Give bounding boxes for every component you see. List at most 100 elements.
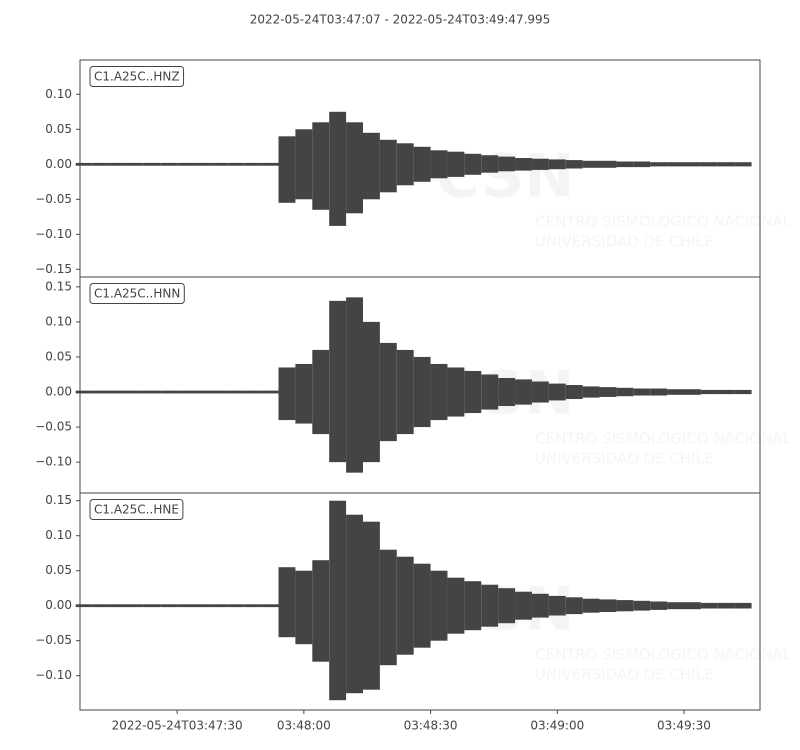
waveform-envelope <box>447 367 465 417</box>
waveform-envelope <box>565 385 583 400</box>
waveform-envelope <box>278 136 296 203</box>
waveform-envelope <box>498 588 516 624</box>
waveform-envelope <box>413 146 431 182</box>
waveform-envelope <box>515 591 532 620</box>
waveform-envelope <box>548 383 566 401</box>
waveform-envelope <box>227 390 245 394</box>
waveform-envelope <box>329 500 347 701</box>
waveform-envelope <box>548 595 566 616</box>
waveform-envelope <box>346 122 363 214</box>
waveform-envelope <box>109 162 127 166</box>
waveform-envelope <box>210 162 228 166</box>
waveform-envelope <box>346 514 363 694</box>
waveform-envelope <box>227 604 245 608</box>
waveform-envelope <box>126 604 144 608</box>
x-tick-label: 03:48:30 <box>404 719 458 733</box>
waveform-envelope <box>582 386 600 398</box>
waveform-envelope <box>531 158 549 170</box>
waveform-envelope <box>413 563 431 648</box>
waveform-envelope <box>667 162 684 167</box>
trace-label: C1.A25C..HNE <box>94 503 179 517</box>
trace-label-box <box>89 499 184 520</box>
trace-label: C1.A25C..HNZ <box>94 70 180 84</box>
waveform-envelope <box>312 122 330 210</box>
waveform-envelope <box>109 604 127 608</box>
waveform-envelope <box>582 598 600 613</box>
y-tick-label: 0.05 <box>45 349 72 363</box>
waveform-envelope <box>75 390 93 394</box>
waveform-envelope <box>464 581 482 631</box>
waveform-envelope <box>177 162 195 166</box>
waveform-envelope <box>633 600 651 611</box>
waveform-envelope <box>126 390 144 394</box>
waveform-envelope <box>194 390 211 394</box>
watermark-line: CENTRO SISMOLOGICO NACIONAL <box>535 213 792 231</box>
waveform-envelope <box>92 162 110 166</box>
waveform-envelope <box>194 162 211 166</box>
waveform-envelope <box>312 349 330 435</box>
waveform-envelope <box>683 162 701 167</box>
panel-frame <box>79 492 761 711</box>
waveform-envelope <box>109 390 127 394</box>
x-tick-label: 03:49:00 <box>530 719 584 733</box>
waveform-envelope <box>379 139 397 193</box>
waveform-envelope <box>700 389 718 395</box>
waveform-envelope <box>633 388 651 396</box>
waveform-envelope <box>717 162 735 167</box>
y-tick-label: 0.05 <box>45 563 72 577</box>
waveform-envelope <box>244 390 262 394</box>
y-tick-label: 0.05 <box>45 122 72 136</box>
waveform-envelope <box>430 570 448 641</box>
waveform-envelope <box>734 162 752 167</box>
waveform-envelope <box>515 379 532 405</box>
waveform-envelope <box>261 390 279 394</box>
waveform-envelope <box>210 604 228 608</box>
x-tick-label: 03:49:30 <box>657 719 711 733</box>
chart-title: 2022-05-24T03:47:07 - 2022-05-24T03:49:4… <box>250 13 551 27</box>
waveform-envelope <box>633 161 651 168</box>
y-tick-label: −0.10 <box>35 227 72 241</box>
waveform-envelope <box>312 560 330 662</box>
waveform-envelope <box>650 162 668 167</box>
waveform-envelope <box>261 604 279 608</box>
waveform-envelope <box>396 349 414 435</box>
waveform-envelope <box>244 604 262 608</box>
trace-label: C1.A25C..HNN <box>94 287 180 301</box>
waveform-envelope <box>464 370 482 414</box>
waveform-envelope <box>278 567 296 638</box>
y-tick-label: −0.05 <box>35 633 72 647</box>
waveform-envelope <box>379 342 397 442</box>
waveform-envelope <box>667 602 684 610</box>
waveform-envelope <box>616 387 634 397</box>
waveform-envelope <box>177 604 195 608</box>
trace-label-box <box>89 283 185 304</box>
watermark-line: UNIVERSIDAD DE CHILE <box>535 233 713 251</box>
waveform-envelope <box>261 162 279 166</box>
waveform-envelope <box>160 604 178 608</box>
waveform-envelope <box>481 584 499 627</box>
waveform-envelope <box>447 151 465 177</box>
waveform-envelope <box>599 387 617 397</box>
waveform-envelope <box>683 602 701 610</box>
waveform-envelope <box>329 300 347 463</box>
waveform-envelope <box>329 111 347 226</box>
waveform-envelope <box>143 162 161 166</box>
y-tick-label: −0.15 <box>35 262 72 276</box>
y-tick-label: 0.10 <box>45 314 72 328</box>
waveform-envelope <box>700 162 718 167</box>
waveform-envelope <box>92 390 110 394</box>
waveform-envelope <box>160 390 178 394</box>
waveform-envelope <box>396 143 414 186</box>
waveform-envelope <box>430 363 448 421</box>
y-tick-label: −0.10 <box>35 668 72 682</box>
waveform-envelope <box>396 556 414 655</box>
waveform-envelope <box>75 604 93 608</box>
waveform-envelope <box>481 155 499 173</box>
waveform-envelope <box>143 604 161 608</box>
waveform-envelope <box>295 363 313 424</box>
waveform-envelope <box>362 321 380 463</box>
waveform-envelope <box>734 389 752 395</box>
waveform-envelope <box>160 162 178 166</box>
